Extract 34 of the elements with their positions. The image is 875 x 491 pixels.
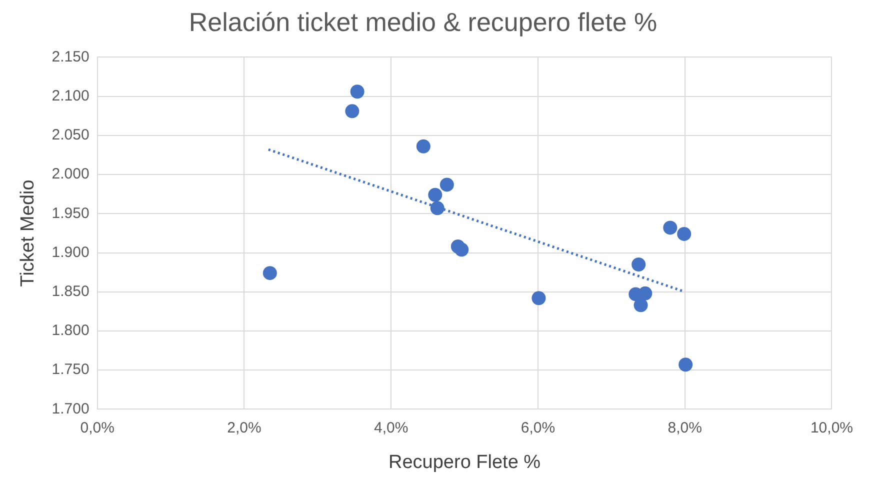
y-tick-label: 1.850 [52, 283, 90, 300]
x-tick-label: 6,0% [520, 419, 556, 436]
point [663, 220, 678, 235]
x-tick-label: 8,0% [668, 419, 702, 436]
y-tick-label: 2.050 [52, 126, 90, 144]
y-tick-label: 1.800 [52, 322, 90, 340]
point [532, 291, 546, 306]
y-tick-label: 1.750 [52, 361, 90, 378]
point [632, 257, 646, 272]
point [262, 266, 277, 280]
x-tick-label: 2,0% [227, 419, 262, 436]
point [430, 201, 444, 216]
point [638, 286, 652, 300]
x-tick-label: 0,0% [80, 419, 114, 436]
y-tick-label: 2.100 [52, 87, 90, 104]
point [428, 188, 442, 202]
x-axis-title: Recupero Flete % [388, 452, 541, 473]
point [677, 226, 692, 241]
x-tick-label: 10,0% [810, 419, 854, 436]
y-axis-title: Ticket Medio [18, 180, 39, 287]
y-tick-label: 2.150 [52, 48, 90, 66]
point [416, 139, 430, 154]
y-tick-label: 1.700 [52, 400, 90, 418]
point [350, 84, 364, 99]
point [678, 358, 693, 372]
x-tick-label: 4,0% [374, 419, 408, 436]
y-tick-label: 1.950 [52, 204, 90, 222]
point [634, 298, 648, 312]
point [454, 242, 469, 257]
y-tick-label: 1.900 [52, 244, 90, 261]
chart-title: Relación ticket medio & recupero flete % [188, 6, 658, 37]
point [440, 178, 454, 192]
y-tick-label: 2.000 [52, 166, 90, 183]
point [345, 104, 360, 118]
